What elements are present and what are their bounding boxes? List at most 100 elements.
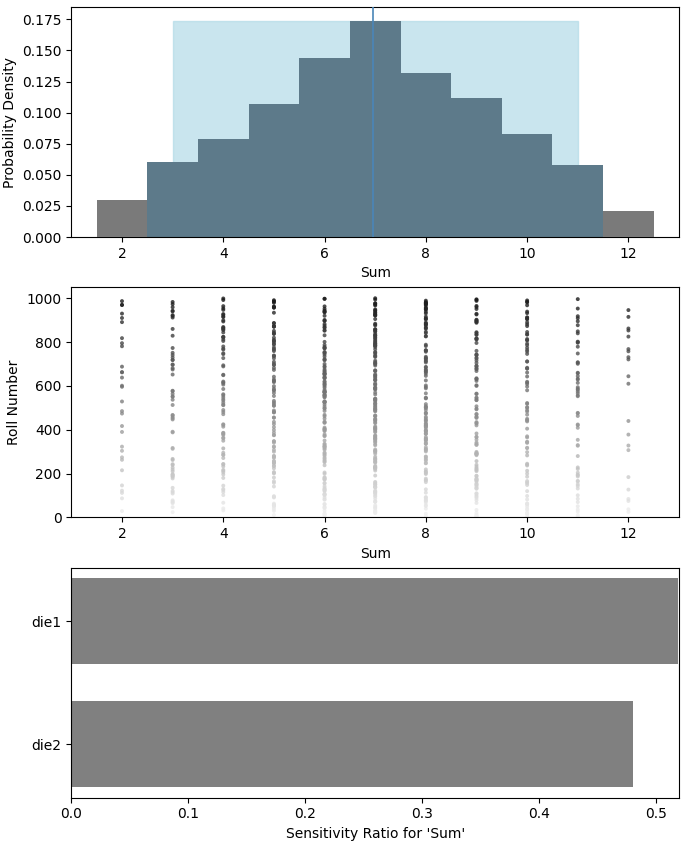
- Point: [370, 328, 381, 342]
- Point: [117, 486, 128, 499]
- Point: [471, 445, 482, 459]
- Point: [471, 387, 482, 400]
- Point: [117, 394, 128, 408]
- Point: [572, 336, 583, 349]
- Point: [421, 294, 431, 308]
- Point: [217, 464, 228, 477]
- Point: [370, 355, 381, 369]
- Point: [421, 432, 431, 445]
- Point: [421, 420, 431, 433]
- Point: [319, 360, 330, 374]
- Point: [268, 499, 279, 512]
- Point: [117, 450, 128, 464]
- Point: [421, 343, 431, 357]
- Point: [370, 462, 381, 476]
- Point: [421, 444, 431, 458]
- Point: [268, 449, 279, 463]
- Point: [471, 344, 482, 358]
- Point: [217, 326, 228, 339]
- Point: [319, 389, 330, 403]
- Point: [421, 343, 431, 357]
- Point: [319, 349, 330, 363]
- Point: [623, 353, 634, 366]
- Point: [370, 433, 381, 447]
- Point: [167, 496, 178, 510]
- Point: [370, 492, 381, 505]
- Point: [421, 433, 431, 447]
- Point: [370, 489, 381, 503]
- Point: [319, 302, 330, 315]
- Point: [421, 315, 431, 329]
- Point: [521, 507, 532, 521]
- Point: [370, 319, 381, 332]
- Point: [421, 450, 431, 464]
- Point: [471, 472, 482, 486]
- Point: [370, 489, 381, 503]
- Point: [217, 463, 228, 477]
- Point: [167, 425, 178, 438]
- Point: [421, 493, 431, 506]
- Point: [319, 395, 330, 409]
- Point: [217, 471, 228, 485]
- Point: [370, 501, 381, 515]
- Point: [268, 355, 279, 369]
- Point: [521, 361, 532, 375]
- Point: [217, 321, 228, 335]
- Point: [217, 307, 228, 321]
- Point: [370, 306, 381, 320]
- Point: [521, 497, 532, 510]
- Point: [319, 353, 330, 366]
- Point: [471, 293, 482, 306]
- Point: [319, 378, 330, 392]
- Point: [572, 372, 583, 386]
- Point: [268, 344, 279, 358]
- Point: [421, 374, 431, 388]
- Point: [319, 477, 330, 490]
- Point: [421, 367, 431, 381]
- Point: [319, 408, 330, 421]
- Point: [319, 391, 330, 404]
- Point: [521, 400, 532, 414]
- Point: [421, 483, 431, 496]
- Point: [421, 434, 431, 448]
- Point: [370, 450, 381, 464]
- Point: [319, 504, 330, 517]
- Point: [167, 494, 178, 507]
- Point: [421, 307, 431, 321]
- Point: [370, 481, 381, 494]
- Point: [421, 456, 431, 470]
- Point: [167, 457, 178, 471]
- Point: [167, 442, 178, 455]
- Point: [421, 338, 431, 352]
- Point: [572, 325, 583, 338]
- Point: [471, 379, 482, 393]
- Point: [370, 331, 381, 344]
- Point: [471, 430, 482, 444]
- Point: [167, 470, 178, 483]
- Point: [319, 341, 330, 354]
- Point: [421, 301, 431, 315]
- Point: [268, 319, 279, 332]
- Point: [370, 447, 381, 460]
- Point: [471, 472, 482, 486]
- Point: [268, 341, 279, 354]
- Point: [471, 417, 482, 431]
- Point: [319, 433, 330, 447]
- Point: [572, 356, 583, 370]
- Point: [268, 326, 279, 339]
- Point: [217, 331, 228, 344]
- X-axis label: Sum: Sum: [359, 547, 391, 561]
- Point: [167, 453, 178, 466]
- Point: [268, 459, 279, 472]
- Point: [319, 292, 330, 305]
- Point: [319, 500, 330, 514]
- Point: [370, 505, 381, 518]
- Point: [370, 350, 381, 364]
- Point: [319, 488, 330, 501]
- Point: [421, 345, 431, 359]
- Point: [370, 398, 381, 411]
- Point: [268, 421, 279, 434]
- Point: [370, 438, 381, 451]
- Point: [521, 458, 532, 471]
- Point: [117, 440, 128, 454]
